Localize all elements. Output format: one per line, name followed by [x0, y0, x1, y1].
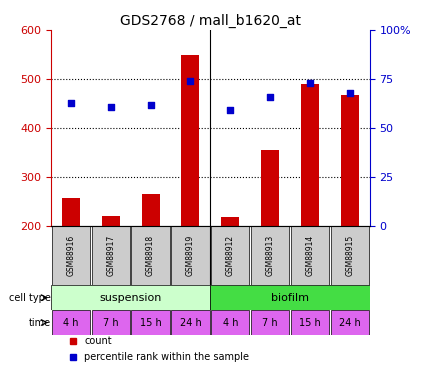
Bar [341, 95, 359, 226]
Bar [210, 285, 370, 310]
Text: GSM88918: GSM88918 [146, 235, 155, 276]
Text: GSM88914: GSM88914 [306, 235, 314, 276]
Bar [291, 310, 329, 335]
Point [108, 104, 114, 110]
Text: 15 h: 15 h [299, 318, 321, 327]
Bar [92, 310, 130, 335]
Text: count: count [85, 336, 112, 346]
Text: 7 h: 7 h [262, 318, 278, 327]
Text: GSM88915: GSM88915 [346, 235, 354, 276]
Bar [221, 216, 239, 226]
Text: GSM88919: GSM88919 [186, 235, 195, 276]
Text: GSM88917: GSM88917 [106, 235, 115, 276]
Point [147, 102, 154, 108]
Point [227, 108, 234, 114]
Bar [102, 216, 120, 226]
Point [306, 80, 313, 86]
Text: 15 h: 15 h [140, 318, 162, 327]
Bar [331, 226, 369, 285]
Text: GSM88912: GSM88912 [226, 235, 235, 276]
Bar [291, 226, 329, 285]
Point [187, 78, 194, 84]
Title: GDS2768 / mall_b1620_at: GDS2768 / mall_b1620_at [120, 13, 301, 28]
Bar [211, 226, 249, 285]
Bar [171, 310, 210, 335]
Bar [131, 310, 170, 335]
Point [267, 94, 274, 100]
Text: GSM88916: GSM88916 [66, 235, 75, 276]
Text: time: time [29, 318, 51, 327]
Bar [171, 226, 210, 285]
Bar [52, 226, 90, 285]
Bar [181, 54, 199, 226]
Bar [52, 310, 90, 335]
Bar [261, 150, 279, 226]
Point [68, 100, 74, 106]
Text: suspension: suspension [99, 292, 162, 303]
Text: 4 h: 4 h [223, 318, 238, 327]
Text: percentile rank within the sample: percentile rank within the sample [85, 352, 249, 362]
Text: cell type: cell type [9, 292, 51, 303]
Bar [92, 226, 130, 285]
Text: GSM88913: GSM88913 [266, 235, 275, 276]
Bar [62, 198, 80, 226]
Text: 4 h: 4 h [63, 318, 79, 327]
Bar [51, 285, 210, 310]
Text: 24 h: 24 h [339, 318, 361, 327]
Text: biofilm: biofilm [271, 292, 309, 303]
Bar [142, 194, 159, 226]
Bar [251, 310, 289, 335]
Point [346, 90, 353, 96]
Text: 7 h: 7 h [103, 318, 119, 327]
Bar [251, 226, 289, 285]
Bar [331, 310, 369, 335]
Bar [301, 84, 319, 226]
Text: 24 h: 24 h [180, 318, 201, 327]
Bar [211, 310, 249, 335]
Bar [131, 226, 170, 285]
